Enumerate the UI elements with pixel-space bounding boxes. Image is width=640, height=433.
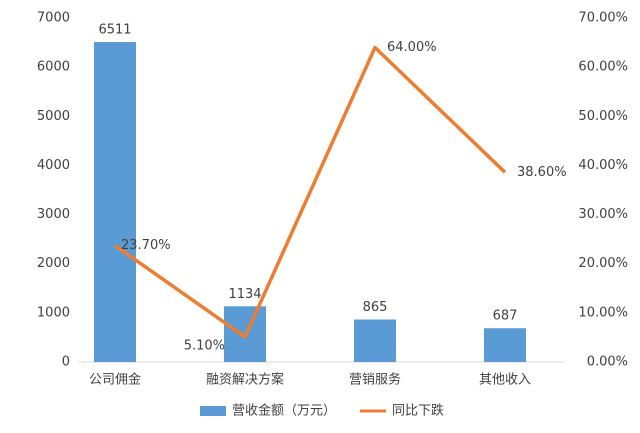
bar-value-label: 687 <box>493 309 518 324</box>
y-tick-label: 1000 <box>37 305 70 320</box>
y2-tick-label: 0.00% <box>587 355 628 370</box>
y-tick-label: 2000 <box>37 256 70 271</box>
bar <box>354 319 396 362</box>
y-tick-label: 0 <box>62 355 70 370</box>
y2-tick-label: 40.00% <box>578 158 628 173</box>
bar <box>484 328 526 362</box>
y-tick-label: 6000 <box>37 60 70 75</box>
legend-label: 同比下跌 <box>392 403 444 419</box>
y2-tick-label: 10.00% <box>578 305 628 320</box>
y2-tick-label: 70.00% <box>578 11 628 26</box>
y-tick-label: 3000 <box>37 207 70 222</box>
line <box>113 45 507 339</box>
y2-tick-label: 30.00% <box>578 207 628 222</box>
legend-swatch <box>200 406 226 416</box>
y2-tick-label: 20.00% <box>578 256 628 271</box>
y-tick-label: 5000 <box>37 109 70 124</box>
line-value-label: 5.10% <box>184 338 225 353</box>
y-tick-label: 4000 <box>37 158 70 173</box>
line-value-label: 23.70% <box>121 238 171 253</box>
legend-label: 营收金额（万元） <box>232 403 336 419</box>
y2-tick-label: 50.00% <box>578 109 628 124</box>
y-tick-label: 7000 <box>37 11 70 26</box>
bar-value-label: 865 <box>363 300 388 315</box>
x-tick-label: 公司佣金 <box>89 372 141 388</box>
bar-value-label: 6511 <box>98 23 131 38</box>
bar <box>94 42 136 363</box>
bar-value-label: 1134 <box>228 287 261 302</box>
x-tick-label: 其他收入 <box>479 373 531 388</box>
x-tick-label: 营销服务 <box>349 372 401 388</box>
line-value-label: 64.00% <box>387 40 437 55</box>
y2-tick-label: 60.00% <box>578 60 628 75</box>
line-value-label: 38.60% <box>517 165 567 180</box>
x-tick-label: 融资解决方案 <box>206 372 284 388</box>
